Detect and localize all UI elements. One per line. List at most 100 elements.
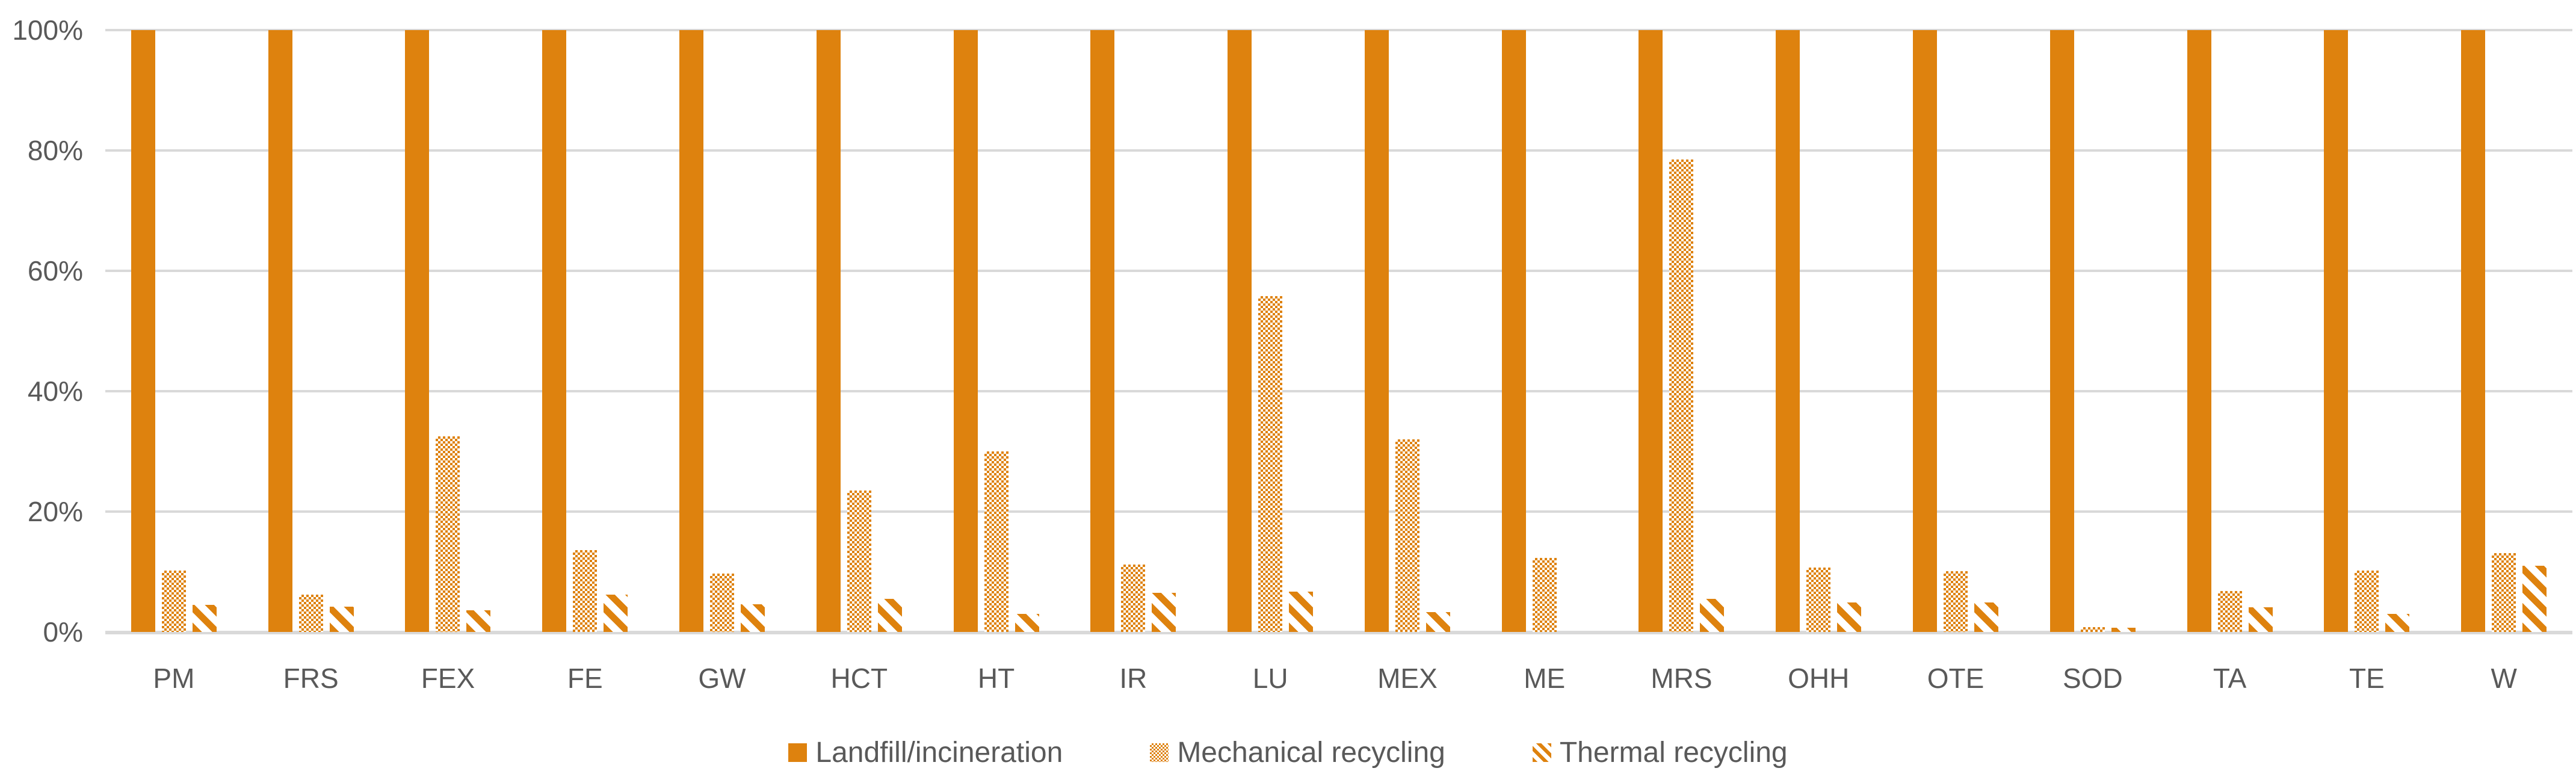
legend-label: Mechanical recycling (1177, 736, 1445, 769)
bar-group-pm (105, 30, 242, 632)
x-tick-label-gw: GW (698, 663, 746, 694)
y-tick-label: 100% (12, 14, 83, 46)
x-tick-label-lu: LU (1252, 663, 1288, 694)
bar-group-mrs (1613, 30, 1750, 632)
legend-swatch-diagonal-stripes-icon (1532, 743, 1551, 762)
legend-item-solid: Landfill/incineration (788, 736, 1063, 769)
bar-group-frs (242, 30, 380, 632)
bar-solid-sod (2049, 30, 2074, 632)
bar-checker-hct (847, 491, 871, 632)
legend-item-diagonal-stripes: Thermal recycling (1532, 736, 1788, 769)
bar-diagonal-stripes-hct (877, 599, 902, 632)
y-tick-label: 0% (43, 616, 83, 648)
bar-solid-ote (1913, 30, 1938, 632)
bar-diagonal-stripes-pm (192, 605, 217, 632)
bar-group-te (2299, 30, 2436, 632)
x-tick-label-mrs: MRS (1651, 663, 1713, 694)
bar-diagonal-stripes-mex (1425, 612, 1450, 632)
bar-checker-ote (1944, 571, 1968, 632)
bar-checker-ir (1121, 565, 1146, 632)
x-tick-label-ir: IR (1119, 663, 1147, 694)
bar-solid-fex (405, 30, 430, 632)
x-tick-label-fex: FEX (421, 663, 475, 694)
bar-diagonal-stripes-fe (604, 595, 628, 632)
bar-group-ote (1887, 30, 2024, 632)
bar-solid-pm (131, 30, 155, 632)
x-tick-label-frs: FRS (283, 663, 339, 694)
bar-checker-sod (2080, 627, 2105, 632)
plot-area (105, 30, 2572, 632)
bar-solid-frs (268, 30, 292, 632)
bar-diagonal-stripes-ohh (1837, 602, 1862, 632)
bar-diagonal-stripes-fex (466, 610, 491, 632)
bar-diagonal-stripes-ht (1015, 614, 1039, 632)
x-tick-label-fe: FE (567, 663, 603, 694)
bar-checker-pm (161, 571, 186, 632)
bar-checker-fex (436, 436, 460, 632)
bar-diagonal-stripes-frs (329, 607, 354, 632)
bar-group-ta (2161, 30, 2299, 632)
bar-diagonal-stripes-sod (2111, 628, 2136, 632)
x-tick-label-mex: MEX (1377, 663, 1438, 694)
legend-label: Thermal recycling (1559, 736, 1788, 769)
bar-diagonal-stripes-ir (1152, 593, 1176, 632)
bar-checker-fe (573, 550, 598, 632)
bar-solid-gw (679, 30, 704, 632)
bar-group-ir (1064, 30, 1202, 632)
bar-diagonal-stripes-w (2522, 566, 2547, 632)
bar-solid-w (2461, 30, 2486, 632)
x-tick-label-w: W (2491, 663, 2517, 694)
gridline (105, 29, 2572, 31)
legend-item-checker: Mechanical recycling (1150, 736, 1445, 769)
x-axis-labels: PM FRS FEX FE GW HCT HT IR LU MEX ME MRS OHH OTE SOD TA… (105, 661, 2572, 696)
x-tick-label-ta: TA (2213, 663, 2247, 694)
bar-diagonal-stripes-ote (1974, 602, 1999, 632)
bar-group-lu (1202, 30, 1339, 632)
bar-group-fe (516, 30, 653, 632)
gridline (105, 510, 2572, 513)
y-tick-label: 40% (27, 376, 83, 407)
x-tick-label-ote: OTE (1927, 663, 1985, 694)
x-axis-line (105, 631, 2572, 634)
bar-checker-ht (984, 451, 1008, 632)
x-tick-label-pm: PM (153, 663, 195, 694)
bar-diagonal-stripes-lu (1289, 592, 1314, 632)
bar-group-gw (653, 30, 791, 632)
bar-solid-mrs (1639, 30, 1663, 632)
y-tick-label: 20% (27, 496, 83, 527)
bar-solid-lu (1228, 30, 1252, 632)
bar-diagonal-stripes-ta (2248, 607, 2273, 632)
x-tick-label-sod: SOD (2062, 663, 2123, 694)
bar-group-fex (380, 30, 517, 632)
x-tick-label-ht: HT (977, 663, 1015, 694)
x-tick-label-ohh: OHH (1788, 663, 1850, 694)
gridline (105, 390, 2572, 392)
x-tick-label-te: TE (2349, 663, 2385, 694)
bar-solid-ta (2187, 30, 2211, 632)
bar-solid-fe (542, 30, 567, 632)
bar-checker-frs (298, 595, 323, 632)
bar-solid-mex (1364, 30, 1389, 632)
bar-checker-te (2355, 571, 2379, 632)
bar-group-me (1476, 30, 1613, 632)
bar-checker-w (2492, 553, 2516, 632)
bar-checker-mrs (1669, 159, 1694, 632)
bar-checker-ta (2217, 591, 2242, 632)
bar-diagonal-stripes-te (2385, 614, 2410, 632)
bar-group-ohh (1750, 30, 1887, 632)
bar-solid-hct (816, 30, 841, 632)
bar-checker-lu (1258, 296, 1283, 632)
x-tick-label-hct: HCT (830, 663, 888, 694)
x-tick-label-me: ME (1524, 663, 1566, 694)
bar-checker-me (1532, 558, 1557, 632)
bar-diagonal-stripes-mrs (1700, 599, 1725, 632)
bar-checker-ohh (1806, 568, 1831, 632)
bar-solid-te (2324, 30, 2349, 632)
bar-solid-me (1501, 30, 1526, 632)
bar-solid-ohh (1776, 30, 1800, 632)
bar-checker-mex (1395, 439, 1419, 632)
legend-label: Landfill/incineration (815, 736, 1063, 769)
bar-group-mex (1339, 30, 1476, 632)
chart-legend: Landfill/incineration Mechanical recyclin… (0, 733, 2576, 772)
